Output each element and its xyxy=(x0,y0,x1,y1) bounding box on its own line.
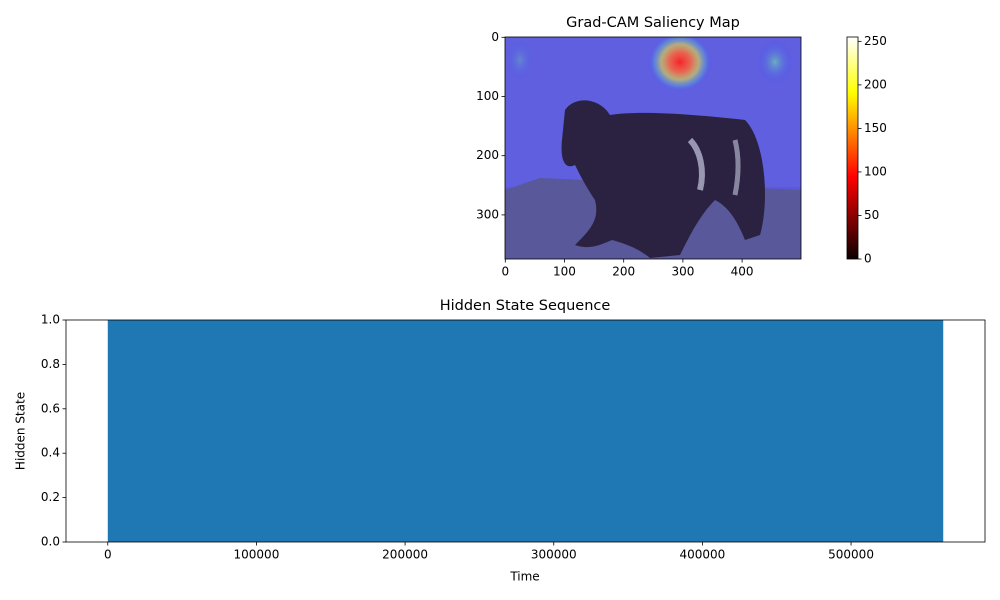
x-tick-label: 300000 xyxy=(531,548,577,562)
colorbar-tick-label: 200 xyxy=(864,77,887,91)
y-tick-label: 100 xyxy=(476,89,499,103)
colorbar-tick-label: 100 xyxy=(864,164,887,178)
area xyxy=(107,320,944,542)
colorbar-tick-label: 0 xyxy=(864,252,872,266)
x-tick-label: 500000 xyxy=(828,548,874,562)
x-tick-label: 0 xyxy=(501,265,509,279)
colorbar xyxy=(846,36,859,260)
y-tick-label: 0.8 xyxy=(41,357,60,371)
y-tick-label: 300 xyxy=(476,207,499,221)
y-tick-label: 0 xyxy=(491,30,499,44)
x-tick-label: 200000 xyxy=(382,548,428,562)
colorbar-tick-label: 150 xyxy=(864,121,887,135)
x-tick-label: 100 xyxy=(553,265,576,279)
y-axis-label: Hidden State xyxy=(14,392,28,470)
y-tick-label: 0.6 xyxy=(41,401,60,415)
y-tick-label: 0.2 xyxy=(41,490,60,504)
chart-title: Hidden State Sequence xyxy=(440,298,611,314)
y-tick-label: 0.4 xyxy=(41,446,60,460)
saliency-image xyxy=(505,37,801,259)
y-tick-label: 1.0 xyxy=(41,313,60,327)
axes-frame xyxy=(65,319,986,543)
y-tick-label: 0.0 xyxy=(41,535,60,549)
x-tick-label: 400 xyxy=(731,265,754,279)
y-tick-label: 200 xyxy=(476,148,499,162)
x-tick-label: 0 xyxy=(104,548,112,562)
colorbar-tick-label: 50 xyxy=(864,208,879,222)
image-frame xyxy=(504,36,802,260)
x-axis-label: Time xyxy=(509,570,539,584)
chart-title: Grad-CAM Saliency Map xyxy=(566,15,740,31)
x-tick-label: 100000 xyxy=(234,548,280,562)
x-tick-label: 400000 xyxy=(679,548,725,562)
x-tick-label: 300 xyxy=(671,265,694,279)
colorbar-tick-label: 250 xyxy=(864,34,887,48)
x-tick-label: 200 xyxy=(612,265,635,279)
